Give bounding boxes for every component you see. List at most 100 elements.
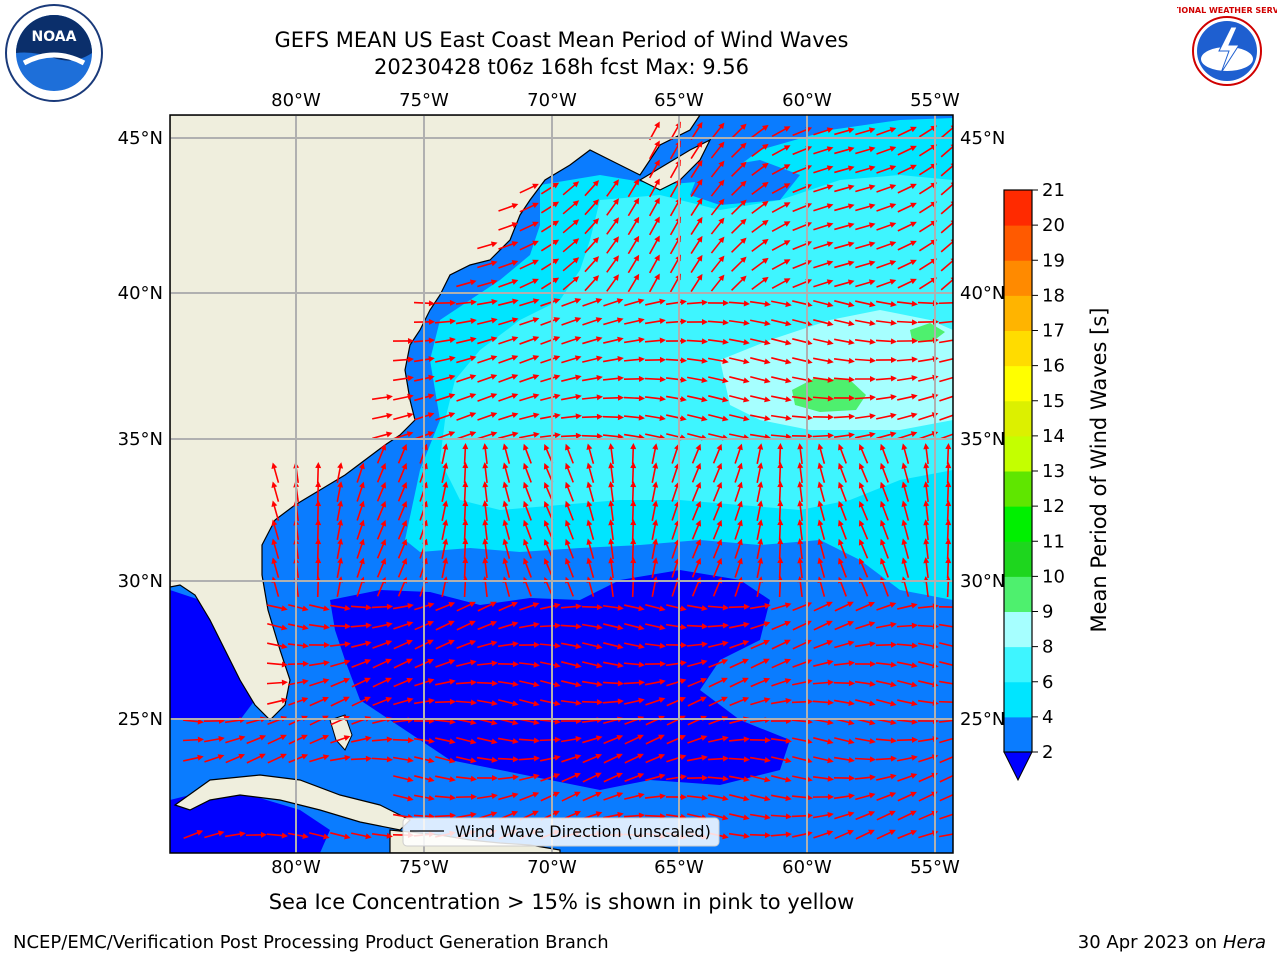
wave-direction-arrow <box>813 620 833 631</box>
wave-direction-arrow <box>456 640 477 649</box>
wave-direction-arrow <box>838 557 847 578</box>
footer-machine: Hera <box>1222 932 1266 953</box>
wave-direction-arrow <box>623 337 645 344</box>
wave-direction-arrow <box>606 236 619 254</box>
wave-direction-arrow <box>623 356 645 363</box>
wave-direction-arrow <box>602 698 624 705</box>
wave-direction-arrow <box>876 260 897 269</box>
wave-direction-arrow <box>372 658 392 669</box>
wave-direction-arrow <box>586 557 595 578</box>
wave-direction-arrow <box>498 279 519 288</box>
wave-direction-arrow <box>624 642 645 650</box>
colorbar-segment <box>1004 506 1032 542</box>
wave-direction-arrow <box>434 337 456 344</box>
wave-direction-arrow <box>897 259 917 270</box>
wave-direction-arrow <box>477 260 498 269</box>
wave-direction-arrow <box>519 298 540 307</box>
wave-direction-arrow <box>812 699 834 706</box>
wave-direction-arrow <box>813 811 834 819</box>
colorbar-segment <box>1004 471 1032 507</box>
wave-direction-arrow <box>498 336 519 345</box>
wave-direction-arrow <box>560 413 582 420</box>
wave-direction-arrow <box>665 642 687 649</box>
wave-direction-arrow <box>855 431 876 439</box>
wave-direction-arrow <box>710 274 725 292</box>
wave-direction-arrow <box>777 481 784 503</box>
wave-direction-arrow <box>901 481 910 502</box>
wave-direction-arrow <box>923 557 930 579</box>
latitude-label: 35°N <box>118 429 163 450</box>
wave-direction-arrow <box>691 462 702 483</box>
wave-direction-arrow <box>267 734 287 745</box>
wave-direction-arrow <box>376 481 387 502</box>
wave-direction-arrow <box>666 414 687 422</box>
wave-direction-arrow <box>540 239 560 252</box>
wave-direction-arrow <box>687 677 708 688</box>
wave-direction-arrow <box>858 557 869 578</box>
colorbar-segment <box>1004 681 1032 718</box>
wave-direction-arrow <box>519 773 540 781</box>
wave-direction-arrow <box>350 622 372 629</box>
latitude-label: 30°N <box>960 571 1005 592</box>
wave-direction-arrow <box>561 772 581 783</box>
wave-direction-arrow <box>855 621 876 630</box>
wave-direction-arrow <box>938 680 953 685</box>
wave-direction-arrow <box>477 393 498 402</box>
wave-direction-arrow <box>712 538 723 559</box>
wave-direction-arrow <box>901 519 910 540</box>
wave-direction-arrow <box>813 165 834 174</box>
wave-direction-arrow <box>562 238 580 253</box>
wave-direction-arrow <box>584 180 600 197</box>
wave-direction-arrow <box>455 318 477 325</box>
wave-direction-arrow <box>854 338 876 345</box>
wave-direction-arrow <box>393 621 414 630</box>
wave-direction-arrow <box>315 538 322 560</box>
wave-direction-arrow <box>876 680 897 688</box>
wave-direction-arrow <box>308 660 330 667</box>
wave-direction-arrow <box>901 538 910 559</box>
wave-direction-arrow <box>561 298 582 307</box>
wave-direction-arrow <box>750 697 771 706</box>
wave-direction-arrow <box>565 443 574 464</box>
wave-direction-arrow <box>691 481 702 502</box>
longitude-label: 65°W <box>654 857 704 878</box>
wave-direction-arrow <box>817 500 826 521</box>
wave-direction-arrow <box>834 165 855 174</box>
wave-direction-arrow <box>897 221 917 232</box>
wave-direction-arrow <box>729 640 750 649</box>
wave-direction-arrow <box>797 462 804 484</box>
wave-direction-arrow <box>462 462 469 484</box>
wave-direction-arrow <box>623 812 645 819</box>
wave-direction-arrow <box>708 640 729 648</box>
wave-period-9-10-region-2 <box>910 323 945 342</box>
wave-direction-arrow <box>855 300 876 308</box>
wave-direction-arrow <box>482 500 489 522</box>
wave-direction-arrow <box>606 179 619 197</box>
wave-direction-arrow <box>833 680 855 687</box>
wave-direction-arrow <box>812 376 834 383</box>
wave-direction-arrow <box>875 375 897 382</box>
wave-direction-arrow <box>858 462 869 483</box>
wave-direction-arrow <box>624 792 645 800</box>
wave-direction-arrow <box>393 431 414 440</box>
wave-direction-arrow <box>309 604 330 612</box>
wave-direction-arrow <box>644 793 666 800</box>
wave-direction-arrow <box>750 621 771 630</box>
wave-direction-arrow <box>710 255 725 273</box>
wave-direction-arrow <box>482 519 489 541</box>
wave-direction-arrow <box>665 337 687 344</box>
wave-direction-arrow <box>812 395 834 402</box>
wave-direction-arrow <box>644 414 666 421</box>
wave-direction-arrow <box>710 160 725 178</box>
wave-direction-arrow <box>750 677 771 688</box>
wave-direction-arrow <box>875 300 897 308</box>
colorbar-tick-label: 18 <box>1042 285 1065 306</box>
wave-direction-arrow <box>498 298 519 306</box>
wave-direction-arrow <box>441 500 449 521</box>
wave-direction-arrow <box>749 756 771 763</box>
wave-direction-arrow <box>441 519 449 540</box>
wave-direction-arrow <box>665 774 687 781</box>
wave-direction-arrow <box>624 697 645 705</box>
wave-direction-arrow <box>455 775 477 782</box>
